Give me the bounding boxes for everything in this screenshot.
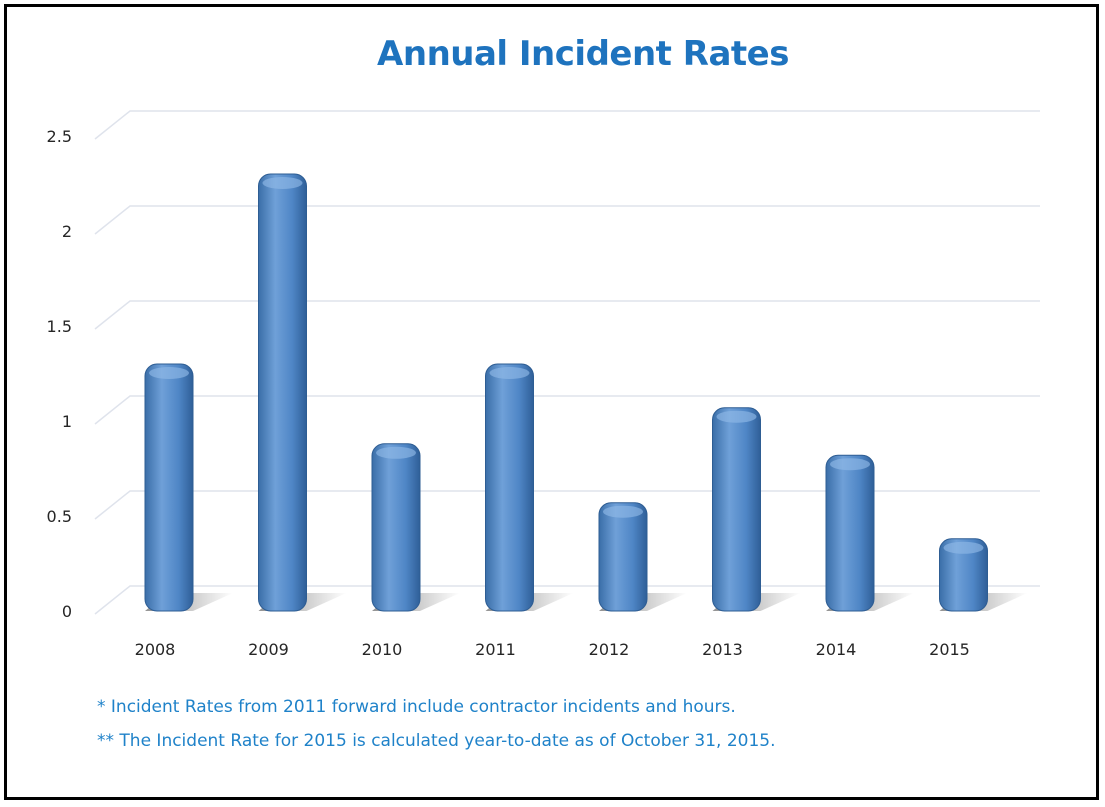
- x-tick-label: 2014: [816, 640, 857, 659]
- bar-cap: [830, 458, 870, 471]
- bar-cap: [149, 367, 189, 379]
- bar-cap: [262, 177, 303, 189]
- x-tick-label: 2011: [475, 640, 516, 659]
- x-axis-ticks: 2008 2009 2010 2011 2012 2013 2014 2015: [135, 640, 970, 659]
- chart-title: Annual Incident Rates: [377, 34, 789, 74]
- gridline: [94, 110, 1040, 140]
- bar: [598, 502, 648, 612]
- bar: [371, 443, 421, 612]
- bar: [825, 454, 875, 612]
- bar-cap: [943, 541, 984, 554]
- bar-cap: [376, 446, 416, 459]
- gridlines: [94, 110, 1040, 615]
- bar-cap: [489, 367, 530, 379]
- y-tick-label: 1: [62, 412, 72, 431]
- y-tick-label: 0: [62, 602, 72, 621]
- y-tick-label: 0.5: [47, 507, 72, 526]
- bar-cap: [716, 410, 757, 423]
- y-tick-label: 2: [62, 222, 72, 241]
- bar: [144, 363, 194, 612]
- x-tick-label: 2015: [929, 640, 970, 659]
- footnote-1: * Incident Rates from 2011 forward inclu…: [97, 697, 736, 717]
- x-tick-label: 2010: [362, 640, 403, 659]
- gridline: [94, 490, 1040, 520]
- y-axis-ticks: 0 0.5 1 1.5 2 2.5: [47, 127, 72, 621]
- gridline: [94, 395, 1040, 425]
- bars: [144, 173, 988, 612]
- bar: [712, 407, 761, 612]
- bar: [939, 538, 988, 612]
- gridline: [94, 205, 1040, 235]
- x-tick-label: 2013: [702, 640, 743, 659]
- x-tick-label: 2012: [589, 640, 630, 659]
- x-tick-label: 2008: [135, 640, 176, 659]
- bar-cap: [603, 505, 643, 518]
- footnote-2: ** The Incident Rate for 2015 is calcula…: [97, 731, 776, 751]
- gridline: [94, 300, 1040, 330]
- x-tick-label: 2009: [248, 640, 289, 659]
- y-tick-label: 1.5: [47, 317, 72, 336]
- footnotes: * Incident Rates from 2011 forward inclu…: [97, 697, 776, 765]
- bar: [258, 173, 307, 612]
- bar: [485, 363, 534, 612]
- y-tick-label: 2.5: [47, 127, 72, 146]
